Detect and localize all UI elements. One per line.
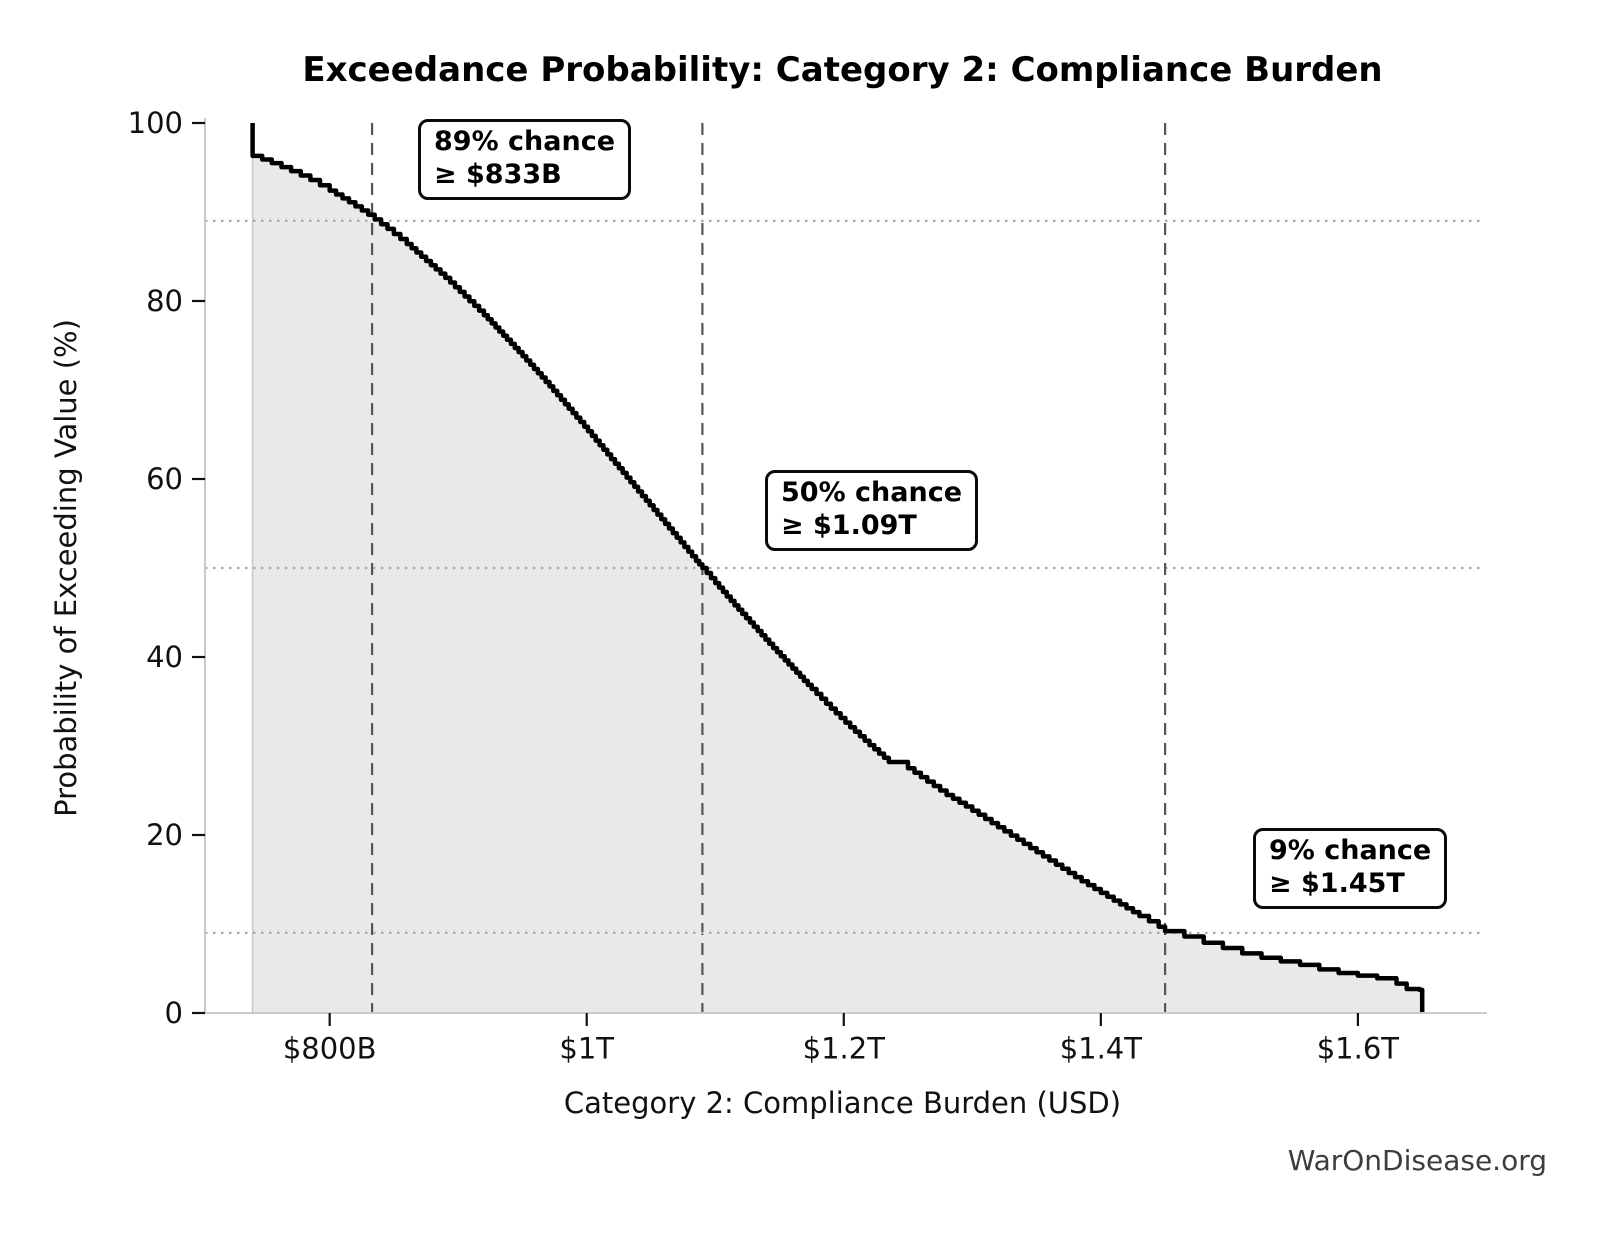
annotation-50pct-chance: 50% chance [781,477,963,508]
annotation-9pct-threshold: ≥ $1.45T [1269,868,1405,899]
x-tick-label-800: $800B [283,1032,377,1066]
x-axis-label: Category 2: Compliance Burden (USD) [563,1086,1122,1120]
y-axis-label: Probability of Exceeding Value (%) [49,319,83,817]
annotation-50pct-threshold: ≥ $1.09T [781,510,917,541]
y-tick-label-20: 20 [146,818,183,852]
x-tick-label-1000: $1T [559,1032,614,1066]
x-tick-label-1600: $1.6T [1317,1032,1400,1066]
x-tick-label-1400: $1.4T [1060,1032,1143,1066]
annotation-89pct-threshold: ≥ $833B [434,159,562,190]
y-tick-label-80: 80 [146,284,183,318]
annotation-9pct: 9% chance ≥ $1.45T [1253,828,1448,909]
watermark: WarOnDisease.org [1287,1144,1547,1177]
annotation-89pct-chance: 89% chance [434,126,616,157]
annotation-50pct: 50% chance ≥ $1.09T [765,470,979,551]
y-tick-label-40: 40 [146,640,183,674]
y-tick-label-60: 60 [146,462,183,496]
y-tick-label-100: 100 [128,106,183,140]
annotation-9pct-chance: 9% chance [1269,835,1432,866]
chart-title: Exceedance Probability: Category 2: Comp… [302,50,1383,90]
y-tick-label-0: 0 [165,996,183,1030]
exceedance-curve [250,123,1425,1013]
exceedance-area-fill [252,123,1423,1013]
annotation-89pct: 89% chance ≥ $833B [418,119,632,200]
x-tick-label-1200: $1.2T [803,1032,886,1066]
